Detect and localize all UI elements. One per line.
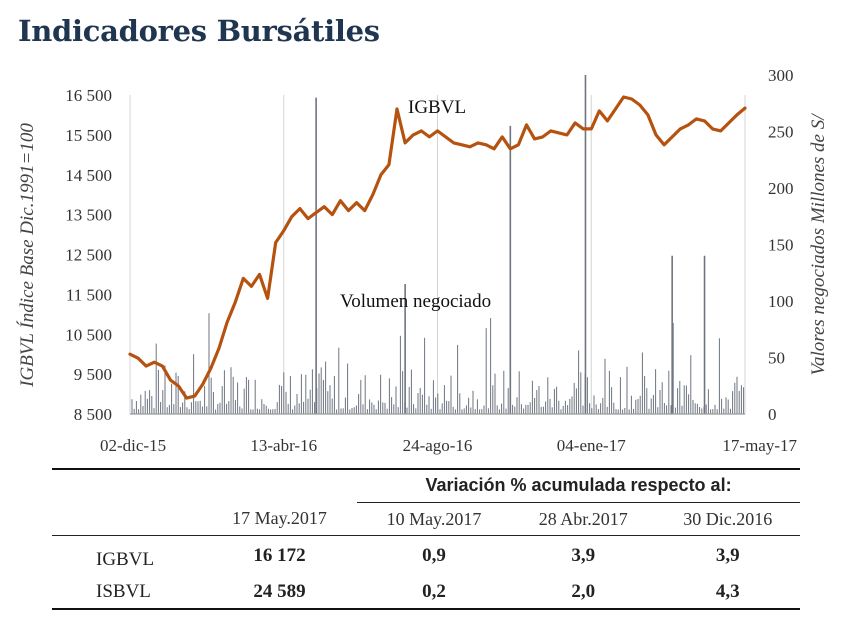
table-row: IGBVL 16 172 0,9 3,9 3,9 (52, 536, 800, 577)
table-cell: 4,3 (655, 576, 800, 610)
right-tick-label: 250 (768, 123, 794, 142)
vertical-gridlines (129, 95, 746, 414)
table-column-header-row: 17 May.2017 10 May.2017 28 Abr.2017 30 D… (52, 502, 800, 536)
table-cell: 3,9 (571, 545, 596, 566)
table-cell: 24 589 (202, 576, 357, 610)
right-axis-label: Valores negociados Millones de S/ (808, 113, 829, 376)
igbvl-series-line (128, 95, 747, 400)
left-tick-label: 16 500 (65, 86, 112, 105)
table-cell: 0,9 (422, 545, 446, 566)
x-tick-label: 24-ago-16 (403, 436, 473, 455)
left-axis-label: IGBVL Índice Base Dic.1991=100 (16, 123, 38, 388)
x-tick-label: 17-may-17 (722, 436, 797, 455)
col-header: 10 May.2017 (357, 502, 511, 536)
left-tick-label: 15 500 (65, 126, 112, 145)
table-cell: 2,0 (510, 576, 656, 610)
right-tick-label: 0 (768, 405, 777, 424)
table-row: ISBVL 24 589 0,2 2,0 4,3 (52, 576, 800, 610)
variation-header: Variación % acumulada respecto al: (425, 475, 732, 495)
table-span-header-row: Variación % acumulada respecto al: (52, 468, 800, 503)
x-axis-ticks: 02-dic-15 13-abr-16 24-ago-16 04-ene-17 17-m… (100, 436, 797, 455)
left-axis-ticks: 16 500 15 500 14 500 13 500 12 500 11 500 10 5… (65, 86, 112, 424)
x-tick-label: 02-dic-15 (100, 436, 166, 455)
left-tick-label: 12 500 (65, 246, 112, 265)
left-tick-label: 8 500 (74, 405, 112, 424)
igbvl-line (128, 95, 747, 400)
col-header: 30 Dic.2016 (655, 502, 800, 536)
left-tick-label: 9 500 (74, 365, 112, 384)
left-tick-label: 13 500 (65, 206, 112, 225)
table-cell: 0,2 (357, 576, 511, 610)
col-header: 28 Abr.2017 (510, 502, 656, 536)
igbvl-annotation: IGBVL (408, 97, 466, 118)
row-name: ISBVL (52, 576, 202, 610)
right-tick-label: 300 (768, 66, 794, 85)
row-name: IGBVL (96, 549, 155, 570)
col-header: 17 May.2017 (202, 502, 357, 536)
chart-title: Indicadores Bursátiles (18, 14, 380, 48)
x-tick-label: 13-abr-16 (250, 436, 317, 455)
left-tick-label: 10 500 (65, 325, 112, 344)
stats-table: Variación % acumulada respecto al: 17 Ma… (52, 468, 800, 610)
table-cell: 16 172 (253, 545, 306, 566)
chart-svg: 16 500 15 500 14 500 13 500 12 500 11 500 10 5… (16, 66, 829, 455)
x-tick-label: 04-ene-17 (557, 436, 626, 455)
right-tick-label: 100 (768, 292, 794, 311)
right-tick-label: 150 (768, 236, 794, 255)
volume-annotation: Volumen negociado (340, 291, 491, 312)
right-tick-label: 200 (768, 179, 794, 198)
right-axis-ticks: 300 250 200 150 100 50 0 (768, 66, 794, 424)
right-tick-label: 50 (768, 349, 785, 368)
left-tick-label: 14 500 (65, 166, 112, 185)
table-cell: 3,9 (715, 545, 740, 566)
volume-bars (131, 75, 745, 414)
left-tick-label: 11 500 (66, 285, 112, 304)
